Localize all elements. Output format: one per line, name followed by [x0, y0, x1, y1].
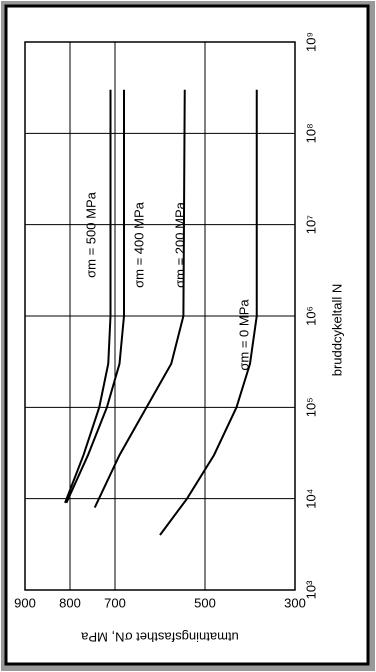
- y-axis-label: utmatningsfasthet σN, MPa: [80, 630, 238, 645]
- curve-label: σm = 400 MPa: [131, 201, 146, 287]
- value-tick-label: 700: [104, 595, 126, 610]
- curve-label: σm = 500 MPa: [83, 191, 98, 277]
- n-tick-label: 10⁷: [303, 215, 318, 234]
- n-tick-label: 10⁸: [303, 123, 318, 143]
- value-tick-label: 500: [194, 595, 216, 610]
- x-axis-label: bruddcykeltall N: [329, 284, 344, 377]
- n-tick-label: 10⁹: [303, 32, 318, 52]
- n-tick-label: 10⁶: [303, 306, 318, 326]
- curve: [65, 89, 125, 504]
- n-tick-label: 10⁵: [303, 397, 318, 417]
- inner-frame: [4, 4, 370, 666]
- curve: [159, 89, 258, 536]
- n-tick-label: 10³: [303, 580, 318, 599]
- value-tick-label: 800: [59, 595, 81, 610]
- curve: [64, 89, 112, 504]
- curve-label: σm = 0 MPa: [236, 299, 251, 371]
- value-tick-label: 900: [14, 595, 36, 610]
- curve: [93, 89, 186, 508]
- curve-label: σm = 200 MPa: [172, 201, 187, 287]
- n-tick-label: 10⁴: [303, 489, 318, 509]
- value-tick-label: 300: [284, 595, 306, 610]
